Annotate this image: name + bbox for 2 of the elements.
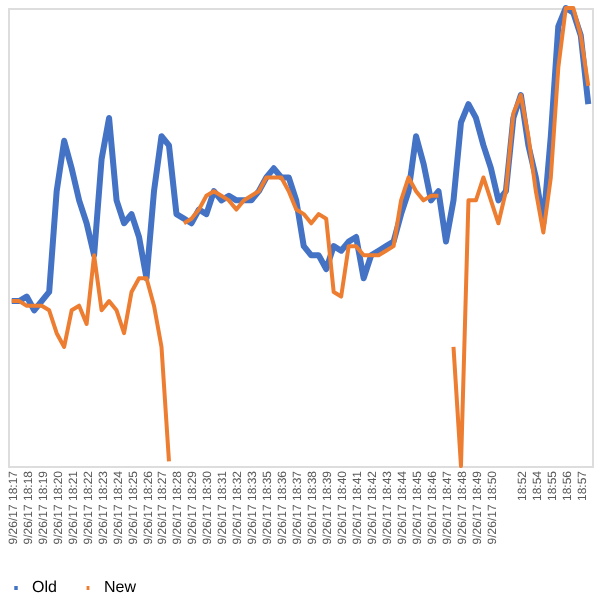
legend-label: Old — [32, 578, 57, 596]
legend-label: New — [104, 578, 137, 596]
